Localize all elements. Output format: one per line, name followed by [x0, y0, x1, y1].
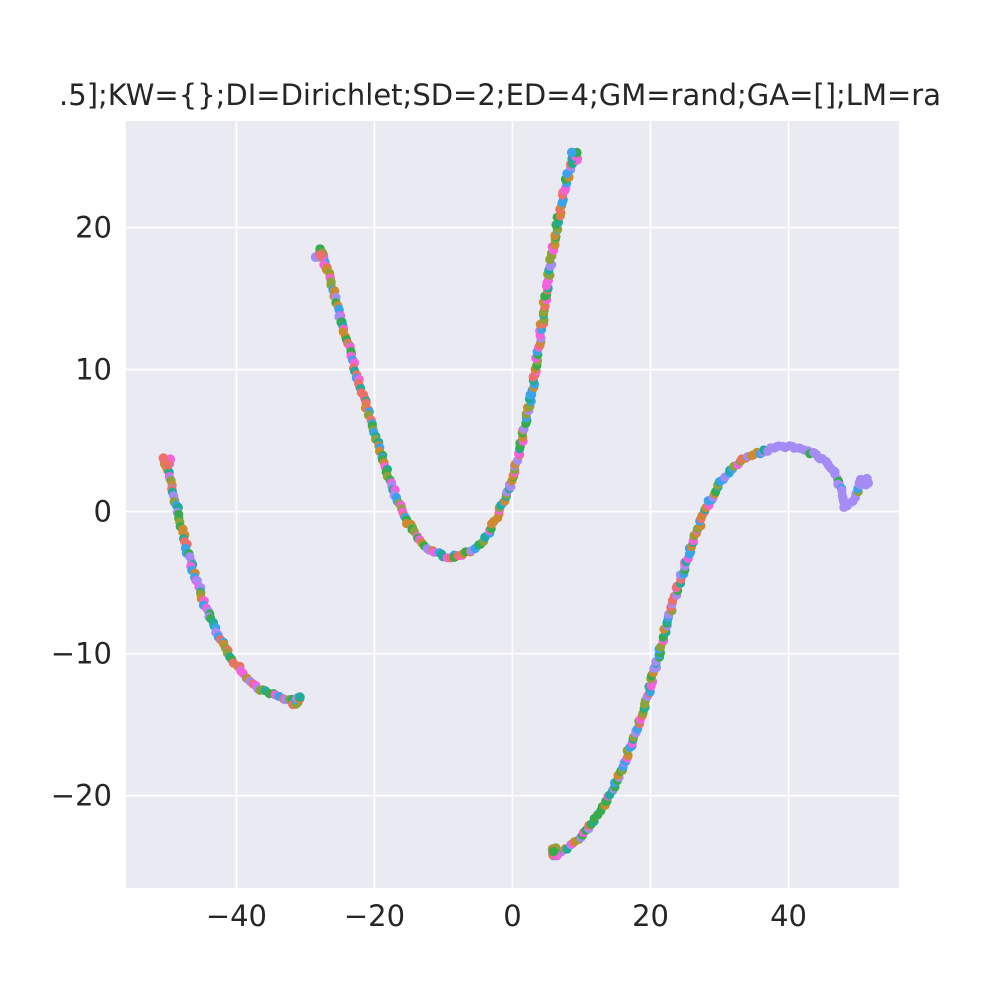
horizontal-gridlines	[126, 226, 899, 797]
x-tick-label: −20	[344, 899, 405, 933]
y-tick-label: 20	[75, 211, 112, 245]
x-tick-label: 20	[632, 899, 669, 933]
data-point	[158, 453, 169, 463]
y-tick-label: 10	[75, 353, 112, 387]
data-point	[566, 147, 577, 158]
data-point	[548, 846, 559, 857]
y-tick-label: −20	[51, 779, 112, 813]
data-points	[158, 147, 873, 861]
x-axis-tick-labels: −40 −20 0 20 40	[206, 899, 807, 933]
x-tick-label: 0	[503, 899, 521, 933]
data-point	[861, 479, 872, 489]
data-point	[854, 478, 865, 488]
x-tick-label: 40	[770, 899, 807, 933]
y-tick-label: 0	[94, 495, 112, 529]
y-axis-tick-labels: −20 −10 0 10 20	[51, 211, 112, 813]
data-point	[295, 692, 305, 702]
chart-title: .5];KW={};DI=Dirichlet;SD=2;ED=4;GM=rand…	[59, 78, 941, 112]
vertical-gridlines	[235, 121, 790, 888]
y-tick-label: −10	[51, 637, 112, 671]
x-tick-label: −40	[206, 899, 267, 933]
data-point	[315, 250, 326, 260]
